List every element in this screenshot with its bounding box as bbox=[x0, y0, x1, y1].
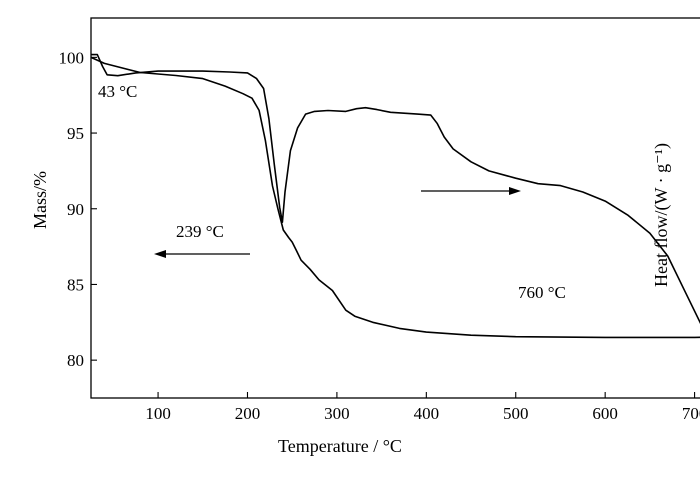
x-tick-label: 600 bbox=[592, 404, 618, 423]
annotation-760c: 760 °C bbox=[518, 283, 566, 302]
right-axis-arrowhead bbox=[509, 187, 521, 195]
y-left-tick-label: 95 bbox=[67, 124, 84, 143]
x-tick-label: 100 bbox=[145, 404, 171, 423]
y-left-tick-label: 100 bbox=[59, 48, 85, 67]
y-left-tick-label: 90 bbox=[67, 200, 84, 219]
y-right-axis-title: Heat flow/(W · g⁻¹) bbox=[651, 143, 672, 287]
x-tick-label: 300 bbox=[324, 404, 350, 423]
x-tick-label: 500 bbox=[503, 404, 529, 423]
x-tick-label: 400 bbox=[414, 404, 440, 423]
annotation-43c: 43 °C bbox=[98, 82, 137, 101]
heat-flow-curve bbox=[91, 55, 700, 351]
y-left-axis-title: Mass/% bbox=[30, 171, 50, 229]
left-axis-arrowhead bbox=[154, 250, 166, 258]
series-layer bbox=[91, 55, 700, 351]
annotation-239c: 239 °C bbox=[176, 222, 224, 241]
y-left-tick-label: 80 bbox=[67, 351, 84, 370]
mass-curve bbox=[91, 57, 700, 337]
x-tick-label: 700 bbox=[682, 404, 700, 423]
y-left-tick-label: 85 bbox=[67, 275, 84, 294]
ticks-layer: 100200300400500600700800808590951000.5-0… bbox=[59, 23, 700, 423]
x-tick-label: 200 bbox=[235, 404, 261, 423]
plot-frame bbox=[91, 18, 700, 398]
x-axis-title: Temperature / °C bbox=[278, 436, 402, 456]
